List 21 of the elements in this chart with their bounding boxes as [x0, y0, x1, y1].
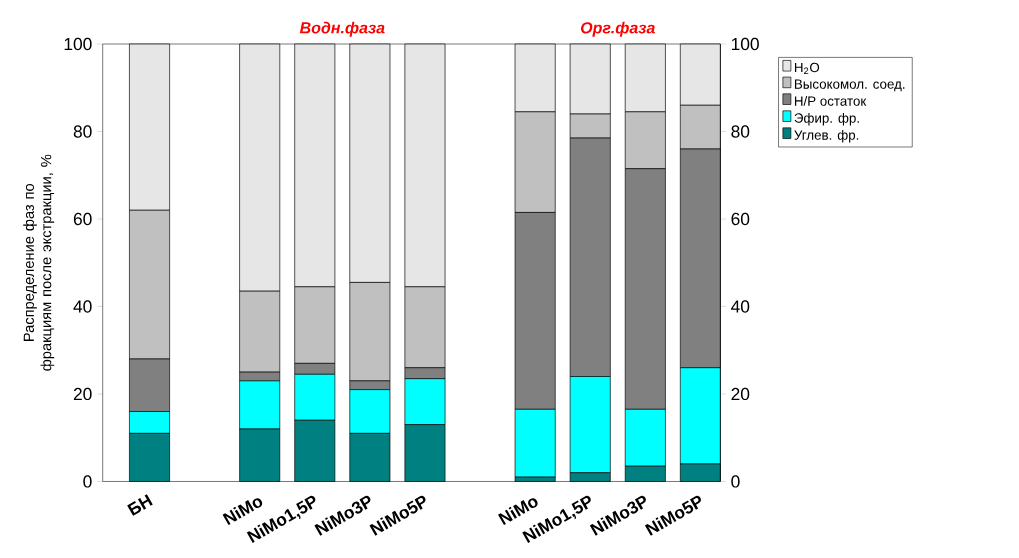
x-tick-label: БН: [127, 494, 153, 516]
y-tick-label: 20: [73, 387, 92, 401]
y-tick-label: 80: [73, 125, 92, 138]
y2-tick-label: 20: [731, 387, 750, 401]
legend-label: Углев. фр.: [794, 129, 859, 143]
y2-tick-label: 0: [731, 475, 740, 488]
y2-tick-label: 40: [731, 300, 750, 313]
legend-label: Эфир. фр.: [794, 112, 859, 126]
text: Водн.фаза: [299, 21, 385, 37]
y-tick-label: 40: [73, 300, 92, 313]
y-tick-label: 0: [83, 475, 92, 488]
y-tick-label: 60: [73, 212, 92, 226]
y2-tick-label: 100: [731, 37, 759, 51]
y-tick-label: 100: [64, 37, 92, 51]
legend-label: Высокомол. соед.: [794, 79, 905, 92]
y2-tick-label: 80: [731, 125, 750, 138]
y2-tick-label: 60: [731, 212, 750, 226]
legend-label: H$_{2}$O: [794, 62, 820, 74]
legend-label: Н/Р остаток: [794, 95, 867, 106]
text: Орг.фаза: [580, 21, 655, 37]
y-axis-title: Распределение фаз по фракциям после экстракции, %: [23, 154, 55, 371]
